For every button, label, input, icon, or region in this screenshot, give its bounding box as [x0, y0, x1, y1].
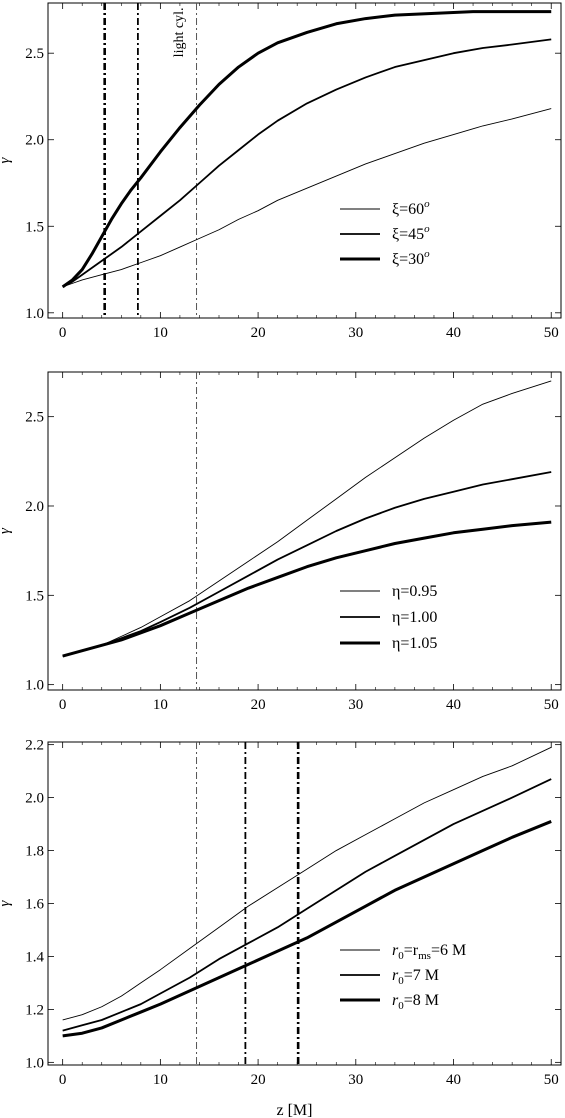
y-tick-label: 2.0	[25, 791, 44, 807]
legend-label: r0=rms=6 M	[392, 942, 466, 962]
x-tick-label: 0	[59, 1072, 67, 1088]
plot-frame	[47, 2, 562, 319]
x-tick-label: 10	[153, 1072, 168, 1088]
legend-label: ξ=30o	[392, 248, 430, 268]
legend-label: r0=8 M	[392, 992, 439, 1012]
x-tick-label: 20	[251, 1072, 266, 1088]
y-tick-label: 1.0	[25, 306, 44, 322]
y-tick-label: 1.0	[25, 678, 44, 694]
legend-label: η=1.00	[392, 609, 437, 626]
chart-panel-3: 0 10 20 30 40 50 1.0 1.2 1.4 1.6 1.8 2.0 2.2 γ z [M] r0…	[0, 738, 562, 1118]
x-tick-label: 10	[153, 697, 168, 713]
series-line	[62, 520, 552, 658]
x-tick-label: 50	[544, 697, 559, 713]
y-tick-label: 1.8	[25, 844, 44, 860]
x-tick-label: 30	[348, 697, 363, 713]
series-line	[62, 471, 552, 657]
plot-frame	[47, 741, 562, 1066]
plot-frame	[47, 371, 562, 691]
x-tick-label: 20	[251, 697, 266, 713]
x-tick-label: 30	[348, 325, 363, 341]
series-line	[62, 746, 552, 1021]
x-axis-label: z [M]	[277, 1102, 313, 1118]
x-tick-label: 10	[153, 325, 168, 341]
y-tick-label: 1.5	[25, 219, 44, 235]
y-tick-label: 1.2	[25, 1002, 44, 1018]
y-tick-label: 2.0	[25, 133, 44, 149]
light-cylinder-annotation: light cyl.	[172, 8, 187, 58]
y-tick-label: 2.2	[25, 738, 44, 754]
y-axis-label: γ	[0, 899, 13, 906]
y-tick-label: 1.6	[25, 897, 44, 913]
y-axis-label: γ	[0, 156, 13, 163]
legend-label: ξ=60o	[392, 198, 430, 218]
y-axis-label: γ	[0, 527, 13, 534]
x-tick-label: 30	[348, 1072, 363, 1088]
y-tick-label: 1.4	[25, 949, 44, 965]
series-line	[62, 778, 552, 1032]
x-tick-label: 0	[59, 325, 67, 341]
x-tick-label: 50	[544, 1072, 559, 1088]
legend-label: r0=7 M	[392, 967, 439, 987]
series-line	[62, 38, 552, 288]
y-tick-label: 2.5	[25, 410, 44, 426]
x-tick-label: 40	[446, 1072, 461, 1088]
x-tick-label: 40	[446, 325, 461, 341]
x-tick-label: 20	[251, 325, 266, 341]
y-tick-label: 1.0	[25, 1055, 44, 1071]
x-tick-label: 40	[446, 697, 461, 713]
chart-panel-2: 0 10 20 30 40 50 1.0 1.5 2.0 2.5 γ η=0.95 η=1.00 η=1.…	[0, 371, 562, 713]
series-line	[62, 380, 552, 657]
y-tick-label: 2.5	[25, 46, 44, 62]
series-line	[62, 108, 552, 288]
chart-panel-1: 0 10 20 30 40 50 1.0 1.5 2.0 2.5 γ light cyl. ξ=60o ξ…	[0, 2, 562, 341]
y-tick-label: 2.0	[25, 499, 44, 515]
legend-label: ξ=45o	[392, 223, 430, 243]
y-tick-label: 1.5	[25, 588, 44, 604]
series-line	[61, 10, 552, 289]
legend-label: η=1.05	[392, 635, 437, 652]
x-tick-label: 50	[544, 325, 559, 341]
series-line	[62, 820, 552, 1038]
legend-label: η=0.95	[392, 583, 437, 600]
x-tick-label: 0	[59, 697, 67, 713]
